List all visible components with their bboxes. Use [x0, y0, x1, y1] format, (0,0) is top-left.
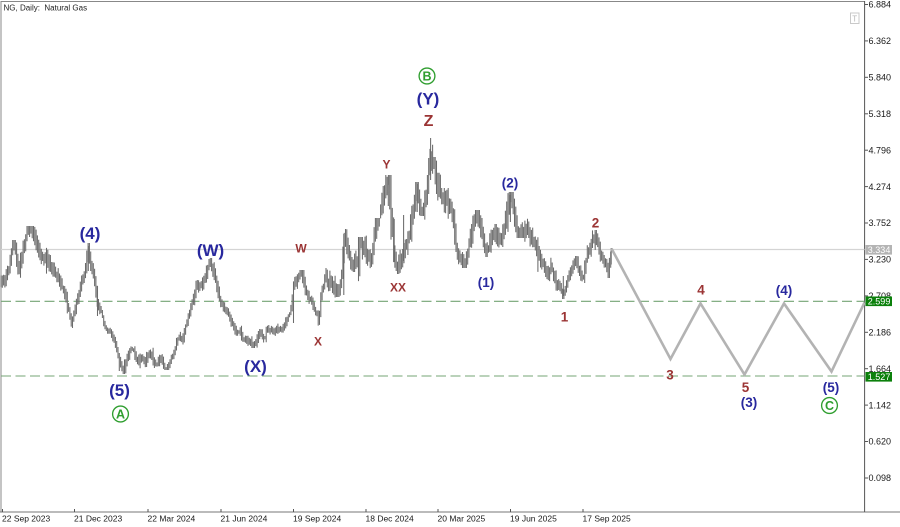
svg-text:3.334: 3.334 [868, 245, 891, 255]
svg-text:0.098: 0.098 [869, 473, 892, 483]
svg-text:XX: XX [390, 280, 406, 294]
svg-text:6.362: 6.362 [869, 36, 892, 46]
svg-text:1: 1 [561, 309, 569, 324]
svg-text:X: X [314, 334, 322, 348]
svg-text:18 Dec 2024: 18 Dec 2024 [366, 513, 414, 523]
svg-text:17 Sep 2025: 17 Sep 2025 [583, 513, 631, 523]
svg-text:(W): (W) [197, 241, 224, 260]
svg-text:21 Jun 2024: 21 Jun 2024 [221, 513, 268, 523]
svg-text:1.527: 1.527 [868, 372, 891, 382]
svg-text:(X): (X) [244, 357, 267, 376]
svg-text:(2): (2) [502, 175, 519, 190]
svg-text:19 Jun 2025: 19 Jun 2025 [510, 513, 557, 523]
svg-text:4.274: 4.274 [869, 182, 892, 192]
svg-text:(5): (5) [823, 380, 840, 395]
svg-text:(3): (3) [741, 395, 758, 410]
svg-text:4.796: 4.796 [869, 145, 892, 155]
svg-text:20 Mar 2025: 20 Mar 2025 [438, 513, 486, 523]
svg-text:(4): (4) [776, 283, 793, 298]
svg-text:A: A [116, 408, 125, 422]
svg-text:(Y): (Y) [417, 90, 440, 109]
svg-text:21 Dec 2023: 21 Dec 2023 [74, 513, 122, 523]
svg-text:19 Sep 2024: 19 Sep 2024 [293, 513, 341, 523]
svg-text:1.142: 1.142 [869, 400, 892, 410]
svg-text:T: T [852, 15, 857, 24]
svg-text:2.599: 2.599 [868, 296, 891, 306]
svg-text:(5): (5) [109, 381, 130, 400]
svg-text:NG, Daily: Natural Gas: NG, Daily: Natural Gas [4, 4, 88, 13]
svg-text:3: 3 [666, 367, 674, 382]
svg-text:5: 5 [742, 380, 750, 395]
svg-text:0.620: 0.620 [869, 437, 892, 447]
svg-text:(1): (1) [478, 275, 495, 290]
svg-text:5.840: 5.840 [869, 73, 892, 83]
svg-text:(4): (4) [80, 224, 101, 243]
svg-text:2.186: 2.186 [869, 328, 892, 338]
svg-text:6.884: 6.884 [869, 0, 892, 10]
svg-text:22 Sep 2023: 22 Sep 2023 [2, 513, 50, 523]
svg-text:W: W [295, 241, 307, 255]
svg-text:B: B [422, 70, 431, 84]
svg-text:2.708: 2.708 [869, 291, 892, 301]
svg-text:C: C [825, 399, 834, 413]
svg-text:Y: Y [382, 157, 390, 171]
svg-text:4: 4 [697, 282, 705, 297]
svg-text:3.230: 3.230 [869, 255, 892, 265]
svg-text:22 Mar 2024: 22 Mar 2024 [148, 513, 196, 523]
svg-text:2: 2 [592, 215, 600, 230]
svg-text:1.664: 1.664 [869, 364, 892, 374]
svg-text:5.318: 5.318 [869, 109, 892, 119]
svg-text:3.752: 3.752 [869, 218, 892, 228]
svg-text:Z: Z [424, 113, 434, 130]
